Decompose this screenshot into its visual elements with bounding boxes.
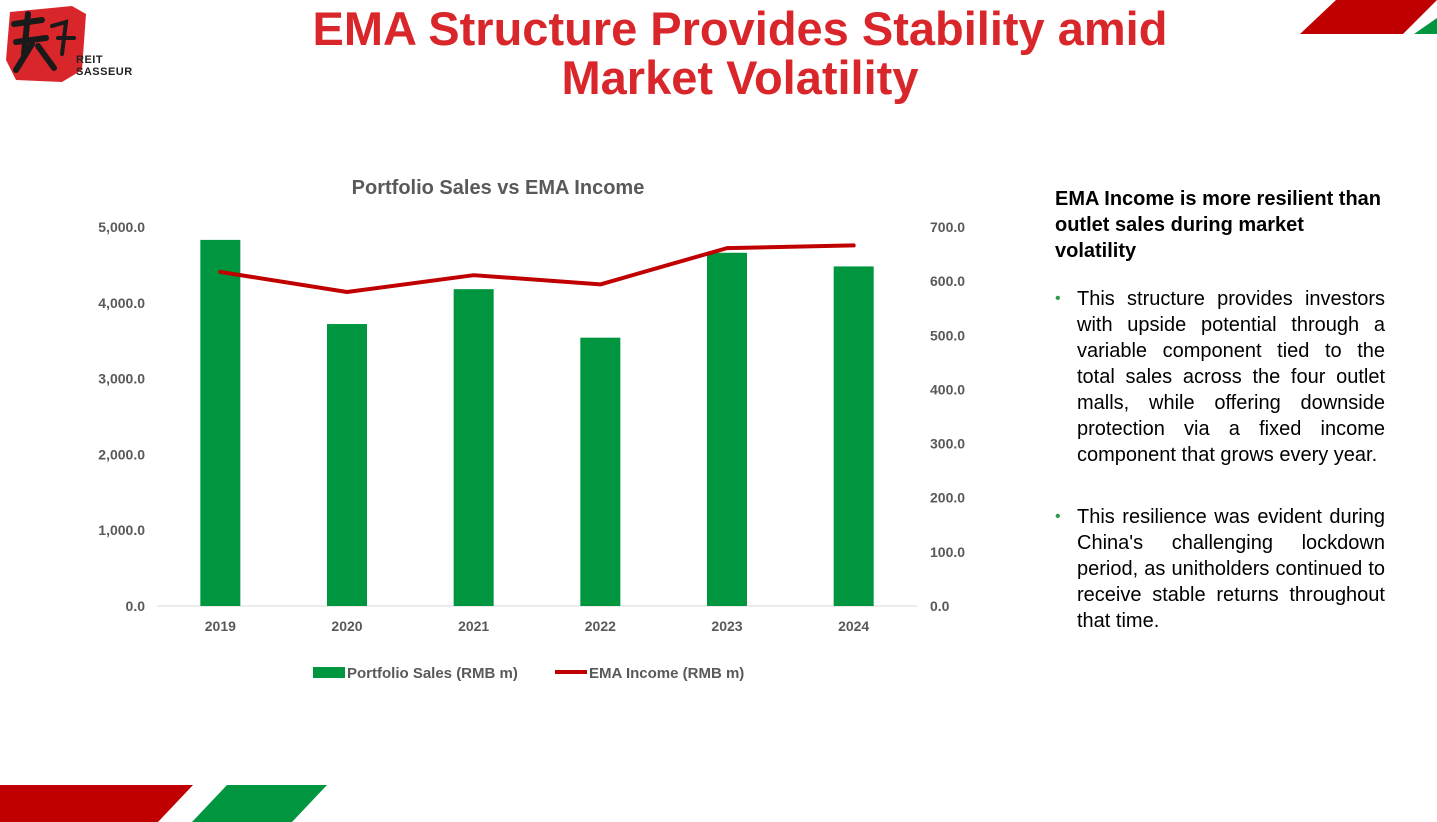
logo-seal-icon: [6, 6, 86, 82]
x-axis-tick-label: 2021: [458, 618, 489, 634]
right-axis-tick-label: 300.0: [930, 436, 965, 452]
top-right-stripes: [1300, 0, 1437, 34]
right-axis-tick-label: 0.0: [930, 598, 950, 614]
x-axis-tick-label: 2024: [838, 618, 869, 634]
portfolio-sales-bar: [707, 252, 747, 606]
legend-ema-label: EMA Income (RMB m): [589, 665, 744, 682]
legend-sales-label: Portfolio Sales (RMB m): [347, 665, 518, 682]
ema-income-series-line: [218, 243, 856, 294]
left-axis-tick-label: 2,000.0: [98, 446, 145, 462]
reit-sasseur-logo: REIT SASSEUR: [2, 4, 152, 84]
bullet-text: This structure provides investors with u…: [1077, 288, 1385, 466]
left-axis-tick-label: 0.0: [126, 598, 146, 614]
portfolio-sales-vs-ema-income-chart: Portfolio Sales vs EMA Income 0.0 1,000.0…: [98, 177, 965, 682]
portfolio-sales-bar: [200, 239, 241, 607]
chart-legend: Portfolio Sales (RMB m) EMA Income (RMB …: [313, 665, 744, 682]
right-axis-tick-label: 100.0: [930, 544, 965, 560]
bullet-dot-icon: •: [1055, 508, 1061, 525]
logo-line1: REIT: [76, 54, 104, 66]
right-axis-tick-label: 500.0: [930, 327, 965, 343]
right-axis-tick-label: 600.0: [930, 273, 965, 289]
left-axis-tick-label: 1,000.0: [98, 522, 145, 538]
portfolio-sales-bar: [833, 266, 874, 606]
right-axis-tick-label: 400.0: [930, 381, 965, 397]
bullet-item: • This resilience was evident during Chi…: [1055, 504, 1385, 634]
bullet-dot-icon: •: [1055, 290, 1061, 307]
bullet-item: • This structure provides investors with…: [1055, 286, 1385, 468]
left-axis-tick-label: 5,000.0: [98, 219, 145, 235]
x-axis-ticks: 2019 2020 2021 2022 2023 2024: [205, 618, 870, 634]
slide-title: EMA Structure Provides Stability amid Ma…: [312, 2, 1168, 104]
left-y-axis: 0.0 1,000.0 2,000.0 3,000.0 4,000.0 5,000.0: [98, 219, 145, 614]
portfolio-sales-bar: [327, 324, 367, 606]
right-axis-tick-label: 200.0: [930, 490, 965, 506]
sidebar-heading: EMA Income is more resilient than outlet…: [1055, 188, 1382, 262]
ema-income-line: [218, 243, 856, 294]
x-axis-tick-label: 2022: [585, 618, 616, 634]
sidebar-bullets: • This structure provides investors with…: [1055, 286, 1385, 634]
chart-title: Portfolio Sales vs EMA Income: [352, 177, 645, 199]
sidebar-commentary: EMA Income is more resilient than outlet…: [1055, 186, 1385, 670]
portfolio-sales-bars: [200, 239, 874, 607]
portfolio-sales-bar: [580, 337, 621, 606]
bullet-text: This resilience was evident during China…: [1077, 506, 1385, 632]
x-axis-tick-label: 2023: [711, 618, 742, 634]
right-y-axis: 0.0 100.0 200.0 300.0 400.0 500.0 600.0 700.0: [930, 219, 965, 614]
bottom-left-stripes: [0, 785, 327, 822]
legend-sales-swatch: [313, 667, 345, 678]
logo-line2: SASSEUR: [76, 66, 133, 78]
left-axis-tick-label: 4,000.0: [98, 295, 145, 311]
x-axis-tick-label: 2020: [331, 618, 362, 634]
portfolio-sales-bar: [453, 289, 494, 606]
right-axis-tick-label: 700.0: [930, 219, 965, 235]
x-axis-tick-label: 2019: [205, 618, 236, 634]
left-axis-tick-label: 3,000.0: [98, 371, 145, 387]
